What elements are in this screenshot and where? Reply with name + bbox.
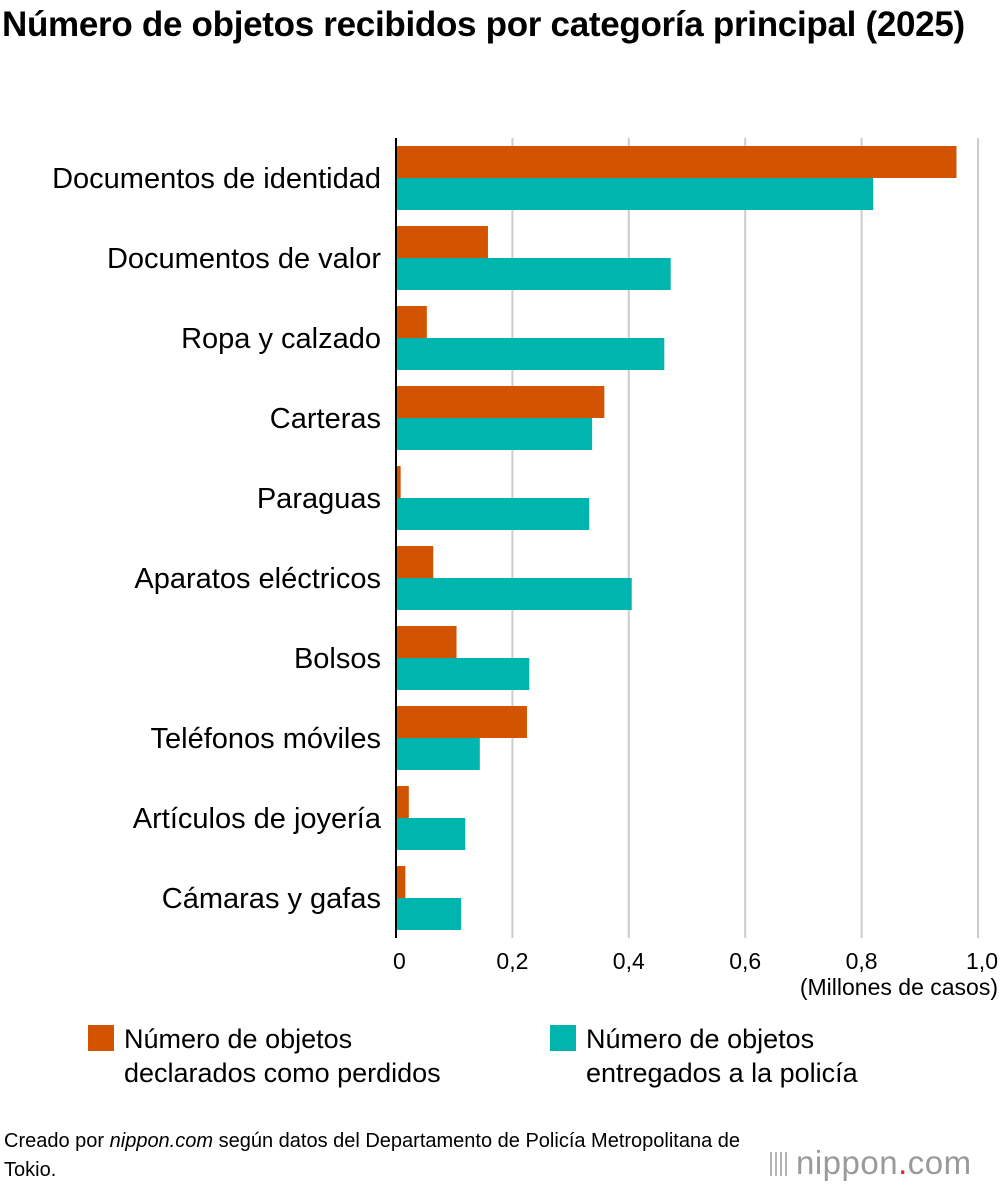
- bar-lost: [396, 306, 427, 338]
- logo-bars-icon: [770, 1152, 792, 1176]
- bar-police: [396, 578, 632, 610]
- legend-label-lost-line2: declarados como perdidos: [124, 1058, 441, 1088]
- x-tick-label: 0,6: [729, 948, 761, 974]
- category-label: Artículos de joyería: [133, 803, 382, 835]
- bar-police: [396, 738, 480, 770]
- category-label: Bolsos: [294, 643, 381, 675]
- category-label: Cámaras y gafas: [162, 883, 381, 915]
- x-tick-label: 1,0: [966, 948, 998, 974]
- bar-lost: [396, 786, 409, 818]
- logo-dot: .: [898, 1144, 908, 1181]
- category-label: Documentos de valor: [107, 243, 381, 275]
- legend-item-police: Número de objetos entregados a la policí…: [550, 1022, 980, 1092]
- bar-lost: [396, 706, 527, 738]
- category-label: Ropa y calzado: [181, 323, 381, 355]
- nippon-logo: nippon.com: [770, 1143, 998, 1187]
- bar-lost: [396, 146, 957, 178]
- x-tick-labels: 0 0,2 0,4 0,6 0,8 1,0: [393, 948, 998, 974]
- bar-police: [396, 418, 593, 450]
- bar-police: [396, 258, 671, 290]
- logo-tld: com: [907, 1144, 972, 1181]
- legend-swatch-police: [550, 1025, 576, 1051]
- category-label: Documentos de identidad: [52, 163, 381, 195]
- legend-swatch-lost: [88, 1025, 114, 1051]
- x-tick-label: 0,8: [846, 948, 878, 974]
- bar-police: [396, 898, 462, 930]
- source-suffix: según datos del Departamento de Policía …: [4, 1130, 741, 1181]
- chart-title: Número de objetos recibidos por categorí…: [2, 5, 965, 44]
- bar-chart: Documentos de identidad Documentos de val…: [52, 138, 998, 1000]
- bar-lost: [396, 226, 488, 258]
- bar-police: [396, 178, 874, 210]
- legend-item-lost: Número de objetos declarados como perdid…: [88, 1022, 518, 1092]
- category-label: Paraguas: [257, 483, 381, 515]
- legend-label-police-line2: entregados a la policía: [586, 1058, 858, 1088]
- bar-lost: [396, 466, 401, 498]
- legend-label-police: Número de objetos entregados a la policí…: [586, 1022, 858, 1090]
- bar-police: [396, 498, 590, 530]
- x-tick-label: 0,2: [496, 948, 528, 974]
- legend-label-police-line1: Número de objetos: [586, 1024, 815, 1054]
- bar-lost: [396, 386, 605, 418]
- category-label: Aparatos eléctricos: [134, 563, 381, 595]
- source-note: Creado por nippon.com según datos del De…: [4, 1127, 764, 1185]
- logo-wordmark: nippon.com: [796, 1143, 972, 1183]
- bar-police: [396, 658, 530, 690]
- bar-lost: [396, 626, 457, 658]
- legend-label-lost-line1: Número de objetos: [124, 1024, 353, 1054]
- category-labels: Documentos de identidad Documentos de val…: [52, 163, 382, 915]
- source-site: nippon.com: [109, 1130, 214, 1152]
- bar-police: [396, 818, 466, 850]
- category-label: Teléfonos móviles: [151, 723, 382, 755]
- x-tick-label: 0,4: [613, 948, 645, 974]
- source-prefix: Creado por: [4, 1130, 110, 1152]
- legend-label-lost: Número de objetos declarados como perdid…: [124, 1022, 441, 1090]
- bar-lost: [396, 546, 434, 578]
- bars: [396, 146, 957, 930]
- x-axis-label: (Millones de casos): [800, 974, 998, 1000]
- bar-lost: [396, 866, 406, 898]
- bar-police: [396, 338, 665, 370]
- category-label: Carteras: [270, 403, 381, 435]
- logo-name: nippon: [796, 1144, 899, 1181]
- x-tick-label: 0: [393, 948, 406, 974]
